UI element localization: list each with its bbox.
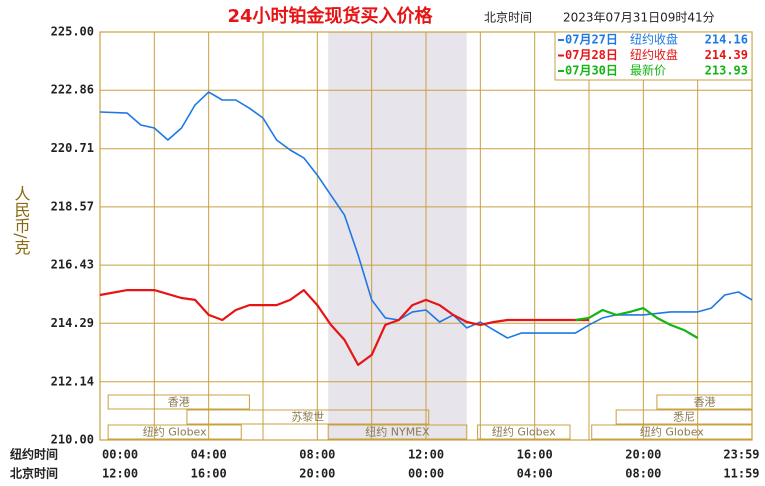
x-tick-label: 00:00 [102, 448, 138, 462]
y-tick-label: 222.86 [51, 83, 94, 97]
session-label: 香港 [168, 396, 190, 409]
x-tick-label-beijing: 16:00 [191, 467, 227, 481]
x-tick-label: 16:00 [517, 448, 553, 462]
legend-name: 07月28日 [565, 48, 618, 62]
legend-value: 214.16 [705, 33, 748, 47]
x-tick-label-beijing: 20:00 [299, 467, 335, 481]
y-tick-label: 225.00 [51, 25, 94, 39]
legend-value: 213.93 [705, 64, 748, 78]
x-tick-label: 20:00 [625, 448, 661, 462]
legend-value: 214.39 [705, 48, 748, 62]
x-row-label: 纽约时间 [10, 447, 58, 462]
legend-note: 最新价 [630, 63, 666, 78]
chart-title: 24小时铂金现货买入价格 [227, 5, 433, 27]
session-box [107, 394, 250, 410]
x-tick-label: 12:00 [408, 448, 444, 462]
y-tick-label: 218.57 [51, 199, 94, 213]
timestamp: 2023年07月31日09时41分 [563, 11, 715, 25]
y-tick-label: 216.43 [51, 258, 94, 272]
x-tick-label-beijing: 08:00 [625, 467, 661, 481]
legend-name: 07月27日 [565, 33, 618, 47]
legend-box [554, 31, 753, 81]
legend-name: 07月30日 [565, 64, 618, 78]
session-box [107, 424, 242, 440]
x-tick-label: 04:00 [191, 448, 227, 462]
session-label: 悉尼 [673, 411, 695, 424]
session-box [477, 424, 571, 440]
x-tick-label-beijing: 12:00 [102, 467, 138, 481]
session-box [327, 424, 468, 440]
x-row-label: 北京时间 [10, 466, 58, 481]
session-label: 纽约 Globex [143, 425, 207, 439]
price-line [575, 307, 699, 339]
x-tick-label-beijing: 00:00 [408, 467, 444, 481]
y-tick-label: 210.00 [51, 433, 94, 447]
y-tick-label: 220.71 [51, 141, 94, 155]
x-tick-label-beijing: 04:00 [517, 467, 553, 481]
plot-border [99, 31, 753, 441]
session-label: 苏黎世 [291, 410, 324, 424]
x-tick-label: 23:59 [723, 448, 759, 462]
y-tick-label: 212.14 [51, 374, 94, 388]
session-label: 纽约 Globex [492, 425, 556, 439]
subtitle: 北京时间 [484, 11, 532, 25]
shaded-range [328, 32, 467, 440]
session-label: 纽约 NYMEX [365, 425, 430, 439]
y-axis-label: 人民币/克 [12, 185, 31, 255]
session-label: 香港 [693, 396, 715, 409]
price-line [99, 91, 753, 339]
session-label: 纽约 Globex [640, 425, 704, 439]
x-tick-label-beijing: 11:59 [723, 467, 759, 481]
x-tick-label: 08:00 [299, 448, 335, 462]
legend-note: 纽约收盘 [630, 32, 678, 47]
y-tick-label: 214.29 [51, 316, 94, 330]
price-line [99, 289, 589, 366]
legend-note: 纽约收盘 [630, 47, 678, 62]
session-box [186, 409, 430, 425]
